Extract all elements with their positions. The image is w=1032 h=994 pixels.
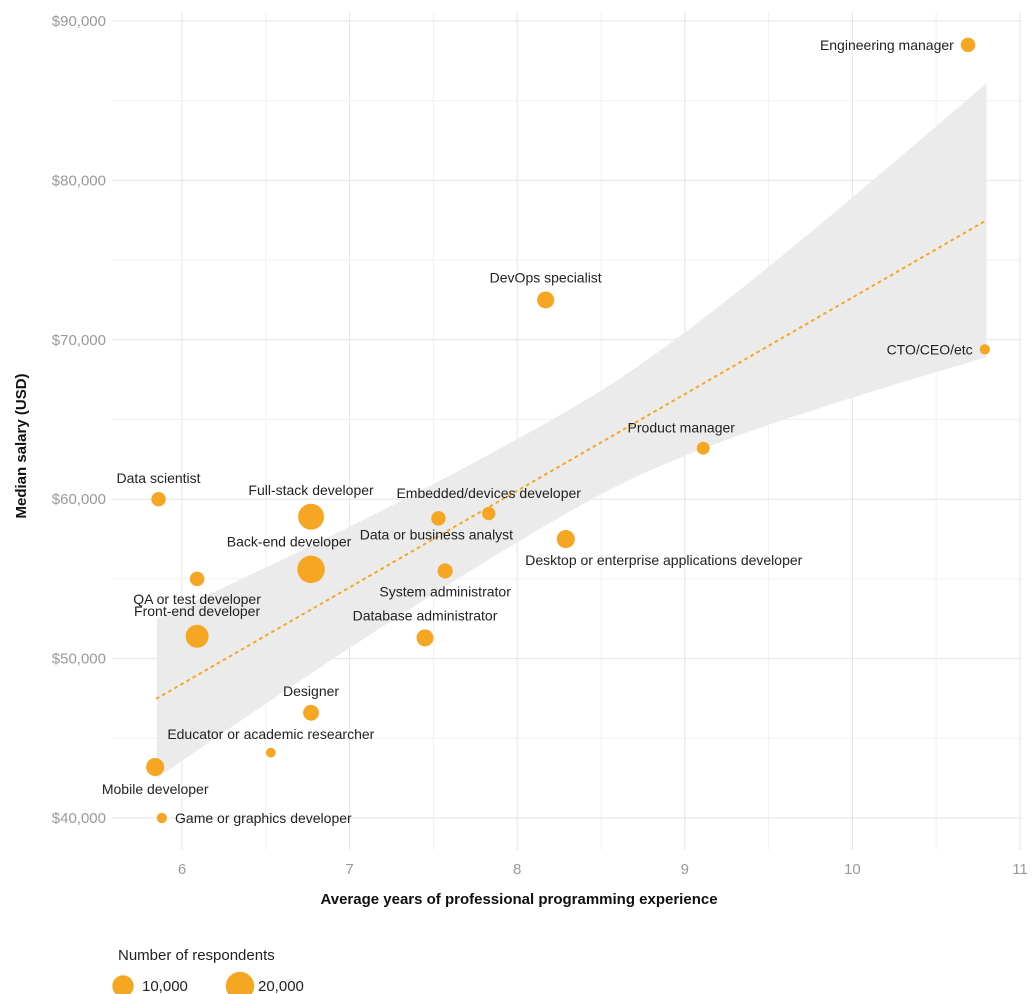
data-point (298, 503, 325, 530)
legend-label: 10,000 (142, 978, 188, 994)
x-tick-label: 8 (513, 861, 521, 878)
data-point (556, 529, 575, 549)
point-label: Front-end developer (134, 603, 260, 619)
x-tick-label: 9 (681, 861, 689, 878)
legend-swatch (112, 975, 134, 994)
data-point (303, 704, 319, 721)
data-point (431, 511, 446, 526)
point-labels-layer: Engineering manager DevOps specialist CTO/… (102, 37, 973, 826)
point-label: Data scientist (117, 470, 201, 486)
y-tick-label: $80,000 (52, 172, 106, 189)
point-label: Full-stack developer (248, 482, 374, 498)
point-label: DevOps specialist (490, 269, 602, 285)
data-point (189, 571, 205, 587)
point-label: Embedded/devices developer (396, 485, 581, 501)
trend-line (155, 219, 988, 700)
point-label: Desktop or enterprise applications devel… (525, 552, 802, 568)
confidence-band-layer (156, 83, 987, 779)
legend: Number of respondents 10,000 20,000 (112, 947, 304, 994)
data-point (156, 812, 168, 824)
data-point (979, 344, 990, 355)
point-label: CTO/CEO/etc (887, 341, 973, 357)
axis-labels-layer: 6 7 8 9 10 11 $40,000 $50,000 $60,000 $70,000 $80,… (52, 13, 1028, 878)
point-label: Designer (283, 683, 339, 699)
data-point (537, 291, 555, 309)
trend-line-layer (155, 219, 988, 700)
data-point (960, 37, 976, 53)
y-axis-title: Median salary (USD) (13, 373, 30, 518)
y-tick-label: $90,000 (52, 13, 106, 30)
legend-title: Number of respondents (118, 947, 275, 964)
x-tick-label: 7 (345, 861, 353, 878)
legend-items: 10,000 20,000 (112, 971, 304, 994)
point-label: Database administrator (353, 607, 498, 623)
point-label: Product manager (628, 420, 736, 436)
data-point (297, 555, 325, 584)
y-tick-label: $70,000 (52, 332, 106, 349)
data-point (185, 624, 209, 648)
x-tick-label: 10 (844, 861, 861, 878)
point-label: Engineering manager (820, 37, 954, 53)
point-label: Back-end developer (227, 534, 352, 550)
point-label: Educator or academic researcher (167, 726, 374, 742)
y-tick-label: $40,000 (52, 810, 106, 827)
x-axis-title: Average years of professional programmin… (320, 891, 717, 908)
data-point (437, 563, 453, 579)
data-point (146, 757, 165, 777)
y-tick-label: $60,000 (52, 491, 106, 508)
data-point (696, 441, 710, 455)
point-label: Game or graphics developer (175, 810, 352, 826)
data-point (265, 747, 276, 758)
x-tick-label: 6 (178, 861, 186, 878)
point-label: Mobile developer (102, 781, 209, 797)
data-point (416, 629, 434, 647)
point-label: System administrator (379, 584, 511, 600)
point-label: QA or test developer (133, 591, 261, 607)
point-label: Data or business analyst (360, 527, 513, 543)
confidence-band (156, 83, 987, 779)
data-point (482, 506, 496, 521)
legend-swatch (225, 971, 255, 994)
legend-label: 20,000 (258, 978, 304, 994)
x-tick-label: 11 (1012, 861, 1028, 878)
points-layer (146, 37, 990, 824)
data-point (151, 491, 166, 507)
y-tick-label: $50,000 (52, 651, 106, 668)
